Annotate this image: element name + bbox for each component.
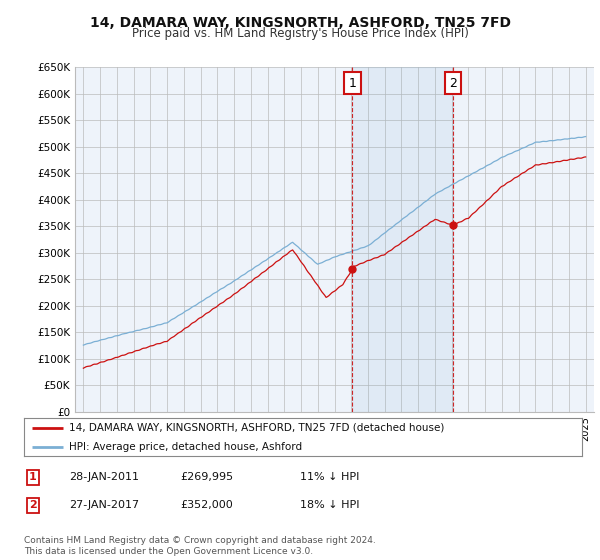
Text: 2: 2 bbox=[29, 500, 37, 510]
Text: 2: 2 bbox=[449, 77, 457, 90]
Text: HPI: Average price, detached house, Ashford: HPI: Average price, detached house, Ashf… bbox=[68, 442, 302, 452]
Text: £352,000: £352,000 bbox=[180, 500, 233, 510]
Bar bbox=[352, 67, 453, 412]
Text: Contains HM Land Registry data © Crown copyright and database right 2024.
This d: Contains HM Land Registry data © Crown c… bbox=[24, 536, 376, 556]
Text: 14, DAMARA WAY, KINGSNORTH, ASHFORD, TN25 7FD (detached house): 14, DAMARA WAY, KINGSNORTH, ASHFORD, TN2… bbox=[68, 423, 444, 433]
Text: 14, DAMARA WAY, KINGSNORTH, ASHFORD, TN25 7FD: 14, DAMARA WAY, KINGSNORTH, ASHFORD, TN2… bbox=[89, 16, 511, 30]
Text: 11% ↓ HPI: 11% ↓ HPI bbox=[300, 472, 359, 482]
Text: Price paid vs. HM Land Registry's House Price Index (HPI): Price paid vs. HM Land Registry's House … bbox=[131, 27, 469, 40]
Text: 1: 1 bbox=[29, 472, 37, 482]
Text: 27-JAN-2017: 27-JAN-2017 bbox=[69, 500, 139, 510]
Text: 28-JAN-2011: 28-JAN-2011 bbox=[69, 472, 139, 482]
Text: 18% ↓ HPI: 18% ↓ HPI bbox=[300, 500, 359, 510]
Text: £269,995: £269,995 bbox=[180, 472, 233, 482]
Text: 1: 1 bbox=[349, 77, 356, 90]
